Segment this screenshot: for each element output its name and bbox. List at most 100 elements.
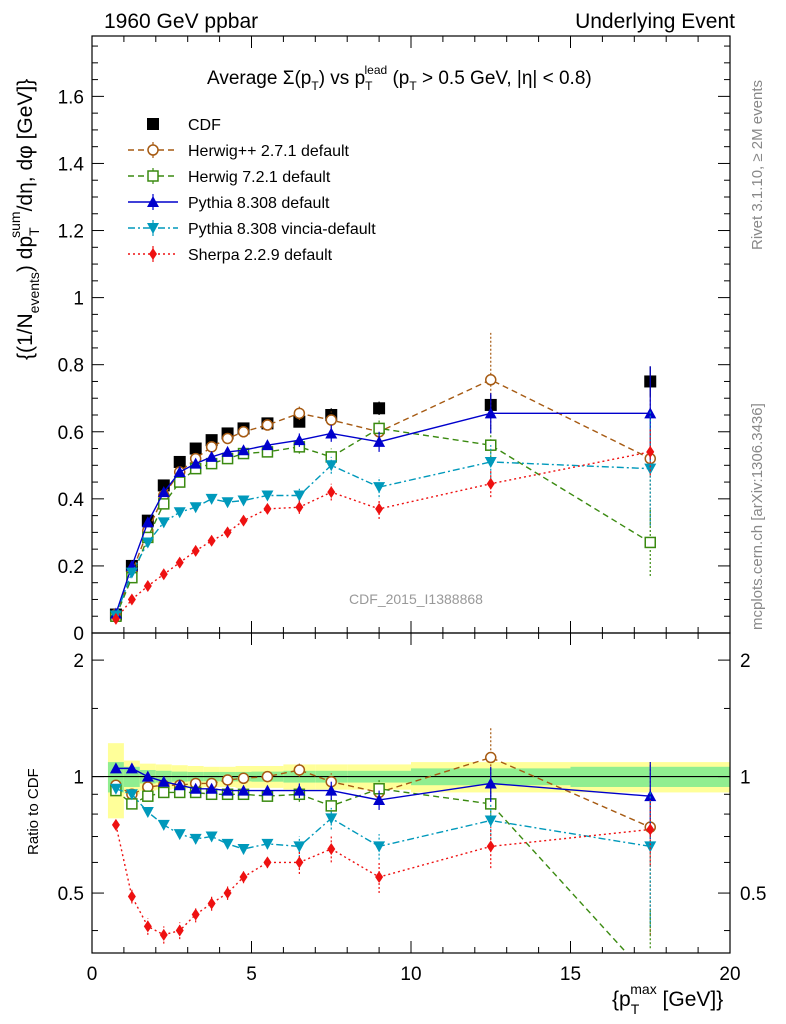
data-point bbox=[127, 593, 136, 606]
ratio-y-axis-label: Ratio to CDF bbox=[25, 768, 42, 855]
data-point bbox=[373, 435, 386, 447]
analysis-watermark: CDF_2015_I1388868 bbox=[349, 591, 483, 607]
legend-entry-2: Herwig 7.2.1 default bbox=[128, 168, 331, 186]
ratio-point bbox=[143, 920, 152, 933]
ratio-point bbox=[261, 838, 274, 850]
x-tick-label: 5 bbox=[246, 964, 257, 985]
data-point bbox=[237, 444, 250, 456]
data-point bbox=[293, 415, 306, 428]
y-tick-label: 1.6 bbox=[58, 87, 84, 108]
x-tick-label: 20 bbox=[719, 964, 740, 985]
rivet-label: Rivet 3.1.10, ≥ 2M events bbox=[749, 80, 766, 250]
data-point bbox=[485, 374, 497, 386]
data-point bbox=[189, 502, 202, 514]
ratio-point bbox=[373, 793, 386, 805]
x-axis-label: {pTmax [GeV]} bbox=[612, 981, 723, 1017]
data-point bbox=[646, 445, 655, 458]
ratio-point bbox=[221, 784, 234, 796]
ratio-series-2 bbox=[109, 762, 657, 839]
ratio-point bbox=[325, 813, 338, 825]
data-point bbox=[293, 434, 306, 446]
data-point bbox=[221, 497, 234, 509]
data-point bbox=[239, 514, 248, 527]
data-point bbox=[237, 495, 250, 507]
data-point bbox=[125, 567, 138, 579]
data-point bbox=[263, 502, 272, 515]
ratio-point bbox=[327, 842, 336, 855]
data-point bbox=[205, 441, 218, 453]
legend-marker bbox=[147, 223, 159, 234]
ratio-line bbox=[115, 824, 651, 936]
ratio-point bbox=[205, 782, 218, 794]
data-point bbox=[158, 498, 170, 510]
ratio-point bbox=[189, 833, 202, 845]
ratio-point bbox=[325, 784, 338, 796]
ratio-point bbox=[293, 764, 306, 776]
ratio-point bbox=[237, 772, 250, 785]
data-point bbox=[484, 407, 497, 419]
series-5 bbox=[111, 428, 655, 625]
legend-marker bbox=[147, 118, 159, 130]
ratio-point bbox=[646, 823, 655, 836]
ratio-point bbox=[221, 774, 234, 786]
data-point bbox=[157, 486, 170, 498]
legend-entry-4: Pythia 8.308 vincia-default bbox=[128, 220, 376, 238]
ratio-point bbox=[644, 841, 657, 853]
data-point bbox=[173, 476, 186, 488]
y-tick-label: 0.8 bbox=[58, 356, 84, 377]
legend-label: Herwig++ 2.7.1 default bbox=[188, 143, 350, 160]
ratio-point bbox=[484, 777, 497, 789]
header-left: 1960 GeV ppbar bbox=[104, 10, 258, 33]
data-point bbox=[261, 439, 274, 451]
ratio-point bbox=[293, 784, 306, 796]
data-point bbox=[486, 477, 495, 490]
ratio-point bbox=[126, 798, 138, 810]
data-point bbox=[327, 486, 336, 499]
y-axis-label: {(1/Nevents) dpTsum/dη, dφ [GeV]} bbox=[7, 79, 42, 360]
ratio-point bbox=[375, 871, 384, 884]
y-tick-label: 1.4 bbox=[58, 154, 85, 175]
ratio-point bbox=[125, 762, 138, 774]
data-point bbox=[223, 526, 232, 539]
data-point bbox=[221, 445, 234, 457]
ratio-series-3 bbox=[109, 783, 657, 927]
header-right: Underlying Event bbox=[575, 10, 735, 33]
ratio-point bbox=[486, 840, 495, 853]
data-point bbox=[173, 466, 186, 478]
data-point bbox=[205, 450, 218, 462]
data-point bbox=[484, 456, 497, 468]
data-point bbox=[189, 442, 202, 455]
legend-marker bbox=[147, 170, 159, 182]
ratio-point bbox=[205, 831, 218, 843]
legend-marker bbox=[149, 248, 157, 260]
ratio-y-tick-label-right: 1 bbox=[740, 768, 751, 789]
ratio-point bbox=[239, 871, 248, 884]
ratio-point bbox=[127, 890, 136, 903]
ratio-point bbox=[141, 770, 154, 782]
ratio-point bbox=[644, 790, 657, 802]
legend-marker bbox=[147, 144, 159, 156]
ratio-point bbox=[223, 887, 232, 900]
data-point bbox=[237, 426, 250, 438]
data-point bbox=[111, 612, 120, 625]
ratio-point bbox=[295, 856, 304, 869]
data-point bbox=[293, 407, 306, 420]
ratio-point bbox=[325, 800, 337, 812]
ratio-point bbox=[261, 784, 274, 796]
legend-entry-0: CDF bbox=[147, 117, 221, 134]
ratio-point bbox=[373, 841, 386, 853]
ratio-point bbox=[485, 751, 497, 764]
data-point bbox=[261, 419, 274, 431]
data-point bbox=[175, 556, 184, 569]
ratio-point bbox=[237, 784, 250, 796]
ratio-y-tick-label-right: 2 bbox=[740, 651, 751, 672]
y-tick-label: 1 bbox=[73, 289, 84, 310]
ratio-point bbox=[263, 856, 272, 869]
ratio-y-tick-label: 0.5 bbox=[58, 884, 84, 905]
legend-label: CDF bbox=[188, 117, 221, 134]
ratio-plot-frame bbox=[91, 632, 731, 954]
data-point bbox=[205, 493, 218, 505]
data-point bbox=[189, 457, 202, 469]
ratio-point bbox=[159, 928, 168, 941]
ratio-point bbox=[173, 779, 186, 791]
